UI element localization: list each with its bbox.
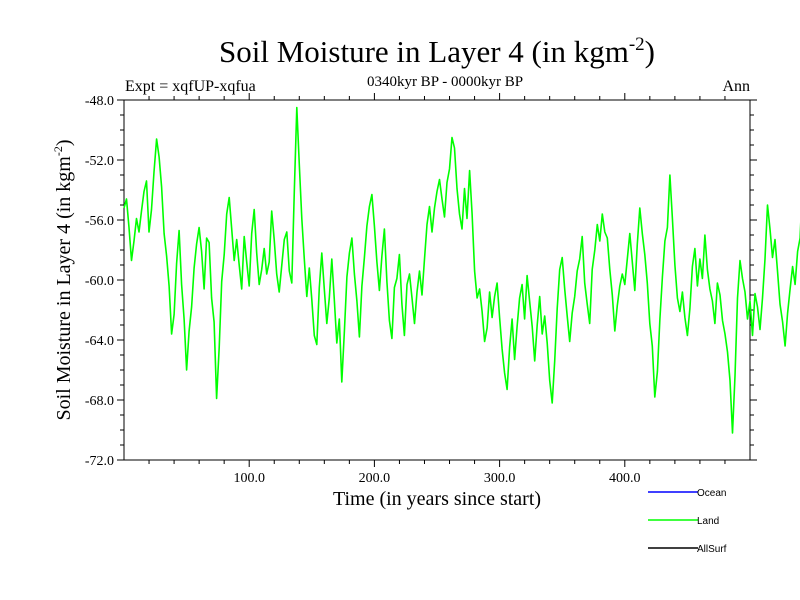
- subtitle-period: 0340kyr BP - 0000kyr BP: [367, 74, 523, 90]
- x-axis-label: Time (in years since start): [333, 488, 541, 510]
- subtitle-experiment: Expt = xqfUP-xqfua: [125, 78, 256, 95]
- x-tick-label: 200.0: [359, 471, 391, 486]
- legend-label-land: Land: [697, 516, 719, 527]
- y-axis-label-end: ): [53, 139, 75, 146]
- y-axis-label-superscript: -2: [51, 146, 65, 156]
- plot-frame: [123, 99, 751, 461]
- y-tick-label: -72.0: [85, 454, 114, 469]
- y-tick-label: -48.0: [85, 94, 114, 109]
- y-axis-label: Soil Moisture in Layer 4 (in kgm-2): [51, 139, 75, 420]
- x-tick-label: 400.0: [609, 471, 641, 486]
- x-tick-label: 300.0: [484, 471, 516, 486]
- x-axis: 100.0 200.0 300.0 400.0: [148, 93, 726, 486]
- subtitle-season: Ann: [722, 78, 750, 95]
- y-tick-label: -56.0: [85, 214, 114, 229]
- chart-title-main: Soil Moisture in Layer 4 (in kgm: [219, 34, 629, 69]
- legend-label-allsurf: AllSurf: [697, 544, 727, 555]
- legend: Ocean Land AllSurf: [648, 488, 727, 555]
- y-axis-label-main: Soil Moisture in Layer 4 (in kgm: [53, 156, 75, 421]
- y-tick-label: -52.0: [85, 154, 114, 169]
- legend-label-ocean: Ocean: [697, 488, 726, 499]
- y-tick-label: -68.0: [85, 394, 114, 409]
- chart-title: Soil Moisture in Layer 4 (in kgm-2): [219, 34, 655, 69]
- y-tick-label: -64.0: [85, 334, 114, 349]
- y-tick-label: -60.0: [85, 274, 114, 289]
- series-line-land: [123, 106, 800, 434]
- y-axis: -48.0 -52.0 -56.0 -60.0 -64.0 -68.0 -72.0: [85, 94, 757, 469]
- series-layer: [123, 106, 800, 434]
- x-tick-label: 100.0: [233, 471, 265, 486]
- chart-title-superscript: -2: [629, 34, 645, 55]
- chart-title-end: ): [645, 34, 655, 69]
